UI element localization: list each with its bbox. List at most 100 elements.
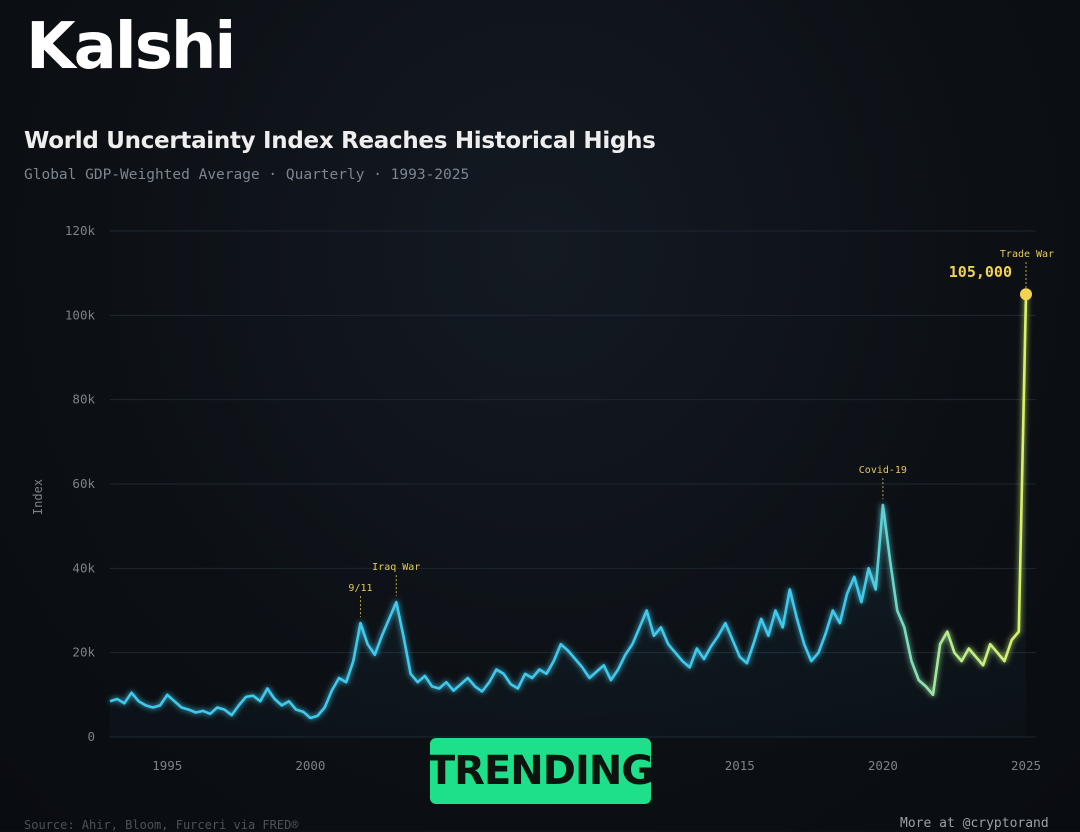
x-tick-label: 1995 [152, 758, 182, 773]
data-point [610, 679, 612, 681]
data-point [932, 694, 934, 696]
data-point [281, 704, 283, 706]
data-point [374, 654, 376, 656]
data-point [445, 681, 447, 683]
data-point [653, 635, 655, 637]
data-point [552, 660, 554, 662]
data-point [875, 588, 877, 590]
data-point [867, 567, 869, 569]
data-point [130, 692, 132, 694]
data-point [588, 677, 590, 679]
y-tick-label: 100k [65, 307, 96, 322]
data-point [953, 651, 955, 653]
data-point [724, 622, 726, 624]
data-point [209, 713, 211, 715]
x-tick-label: 2020 [868, 758, 898, 773]
data-point [910, 660, 912, 662]
y-tick-label: 40k [72, 560, 95, 575]
data-point [839, 622, 841, 624]
data-point [216, 706, 218, 708]
data-point [1010, 639, 1012, 641]
data-point [660, 626, 662, 628]
data-point [896, 609, 898, 611]
data-point [982, 664, 984, 666]
data-point [774, 609, 776, 611]
data-point [631, 643, 633, 645]
data-point [538, 668, 540, 670]
data-point [796, 618, 798, 620]
peak-marker [1020, 288, 1032, 301]
trending-badge[interactable]: TRENDING [428, 738, 654, 804]
data-point [717, 635, 719, 637]
data-point [424, 675, 426, 677]
data-point [166, 694, 168, 696]
data-point [474, 685, 476, 687]
data-point [295, 708, 297, 710]
data-point [188, 708, 190, 710]
data-point [646, 609, 648, 611]
data-point [323, 706, 325, 708]
data-point [531, 677, 533, 679]
data-point [524, 673, 526, 675]
annotation-label: 9/11 [348, 583, 372, 594]
data-point [159, 704, 161, 706]
series-area [110, 294, 1026, 737]
data-point [617, 668, 619, 670]
annotation-label: Iraq War [372, 562, 420, 573]
data-point [195, 711, 197, 713]
data-point [331, 689, 333, 691]
data-point [996, 651, 998, 653]
data-point [975, 656, 977, 658]
x-tick-label: 2015 [725, 758, 755, 773]
y-tick-label: 80k [72, 392, 95, 407]
data-point [230, 714, 232, 716]
data-point [438, 687, 440, 689]
data-point [925, 685, 927, 687]
data-point [667, 643, 669, 645]
data-point [381, 635, 383, 637]
data-point [574, 658, 576, 660]
data-point [259, 700, 261, 702]
more-link[interactable]: More at @cryptorand [900, 816, 1049, 831]
data-point [173, 700, 175, 702]
data-point [674, 651, 676, 653]
data-point [152, 706, 154, 708]
data-point [145, 704, 147, 706]
data-point [753, 641, 755, 643]
data-point [116, 698, 118, 700]
data-point [739, 656, 741, 658]
data-point [481, 690, 483, 692]
data-point [603, 664, 605, 666]
data-point [824, 632, 826, 634]
data-point [789, 588, 791, 590]
source-note: Source: Ahir, Bloom, Furceri via FRED® [24, 818, 299, 832]
data-point [180, 706, 182, 708]
data-point [710, 645, 712, 647]
data-point [731, 639, 733, 641]
data-point [245, 696, 247, 698]
data-point [624, 654, 626, 656]
data-point [760, 618, 762, 620]
y-tick-label: 60k [72, 476, 95, 491]
data-point [402, 635, 404, 637]
data-point [467, 677, 469, 679]
data-point [968, 647, 970, 649]
series-line [109, 294, 1028, 720]
peak-value-label: 105,000 [949, 263, 1012, 281]
data-point [560, 643, 562, 645]
data-point [903, 626, 905, 628]
data-point [510, 683, 512, 685]
data-point [567, 649, 569, 651]
data-point [495, 668, 497, 670]
data-point [1003, 660, 1005, 662]
data-point [545, 673, 547, 675]
data-point [746, 662, 748, 664]
data-point [832, 609, 834, 611]
data-point [302, 711, 304, 713]
data-point [917, 679, 919, 681]
data-point [202, 710, 204, 712]
data-point [853, 576, 855, 578]
data-point [882, 504, 884, 506]
data-point [252, 694, 254, 696]
